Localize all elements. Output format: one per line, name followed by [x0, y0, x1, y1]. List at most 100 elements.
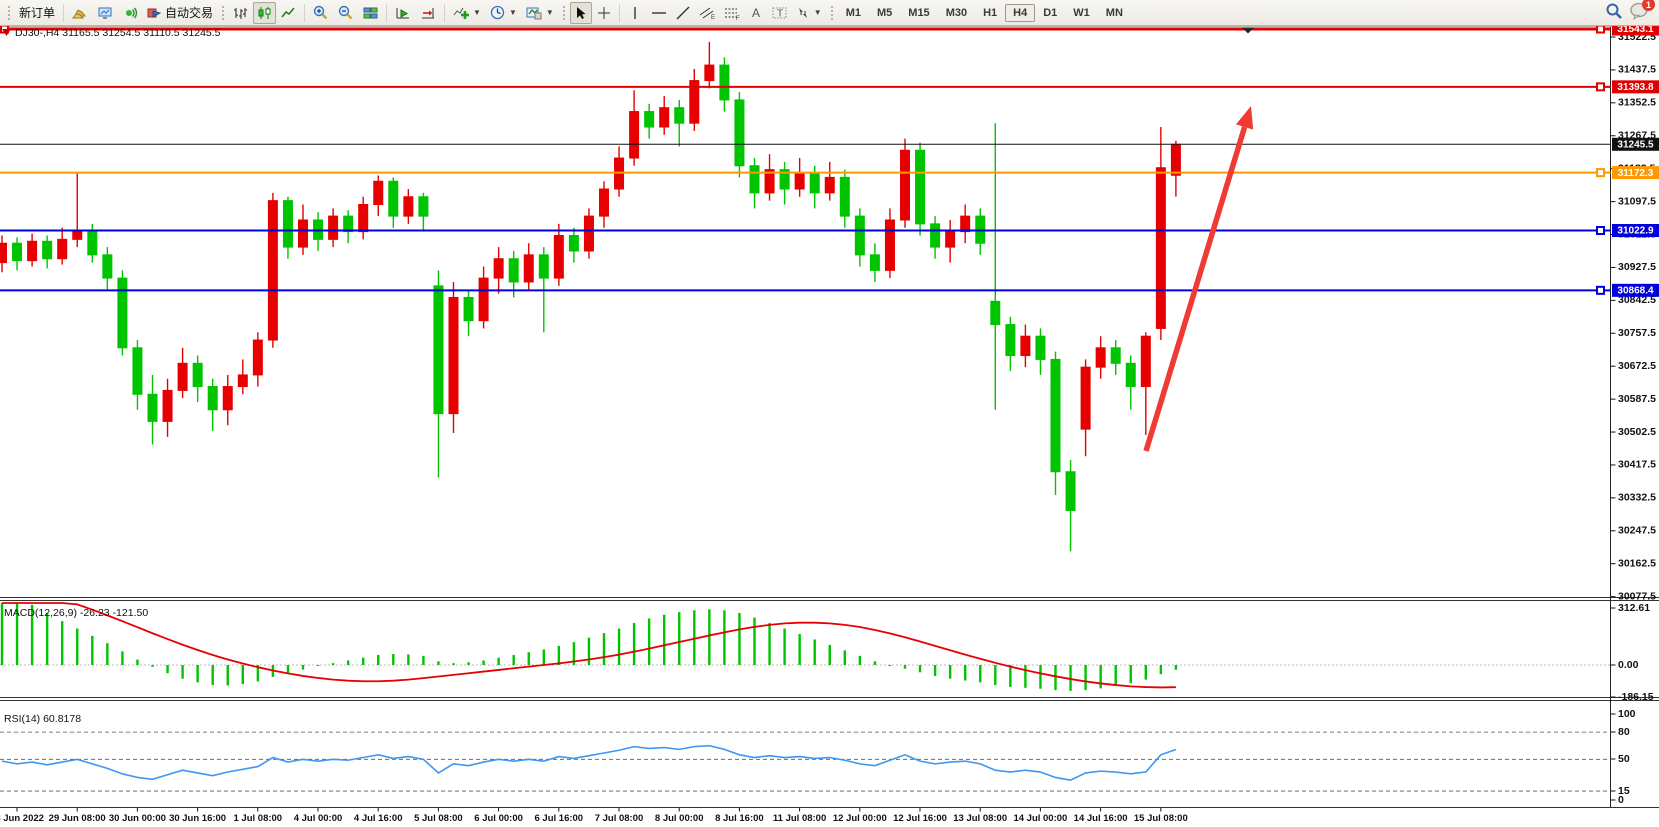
horizontal-lines[interactable] [0, 26, 1611, 295]
line-handle[interactable] [1596, 168, 1605, 178]
svg-text:30 Jun 16:00: 30 Jun 16:00 [169, 813, 226, 824]
timeframe-MN[interactable]: MN [1105, 6, 1123, 19]
tile-windows-button[interactable] [359, 2, 382, 24]
svg-text:4 Jul 00:00: 4 Jul 00:00 [294, 813, 343, 824]
line-handle[interactable] [1596, 225, 1605, 235]
svg-text:6 Jul 16:00: 6 Jul 16:00 [535, 813, 584, 824]
timeframe-W1[interactable]: W1 [1073, 6, 1090, 19]
auto-trading-label: 自动交易 [165, 6, 214, 20]
svg-text:A: A [752, 6, 760, 20]
svg-text:28 Jun 2022: 28 Jun 2022 [0, 813, 44, 824]
market-watch-button[interactable] [68, 2, 92, 24]
zoom-in-icon [313, 5, 329, 20]
line-handle[interactable] [1596, 82, 1605, 92]
toolbar-grip[interactable] [221, 4, 226, 21]
line-chart-mode-button[interactable] [277, 2, 300, 24]
notification-badge: 1 [1642, 0, 1655, 11]
svg-text:12 Jul 16:00: 12 Jul 16:00 [893, 813, 947, 824]
svg-text:11 Jul 08:00: 11 Jul 08:00 [773, 813, 826, 824]
auto-trading-button[interactable]: 自动交易 [143, 2, 217, 24]
svg-text:13 Jul 08:00: 13 Jul 08:00 [953, 813, 1007, 824]
trend-annotation-arrow[interactable] [1143, 106, 1254, 452]
svg-text:31543.1: 31543.1 [1617, 26, 1654, 35]
svg-text:30868.4: 30868.4 [1617, 285, 1654, 296]
arrows-icon [796, 6, 810, 20]
vertical-line-icon [629, 6, 641, 20]
toolbar-grip[interactable] [7, 4, 11, 21]
line-handle[interactable] [1596, 285, 1605, 295]
bar-chart-mode-button[interactable] [229, 2, 252, 24]
timeframe-M5[interactable]: M5 [877, 6, 893, 19]
macd-pane: 312.61 0.00 -186.15 MACD(12,26,9) -26.23 -1… [0, 602, 1654, 703]
svg-text:31393.8: 31393.8 [1617, 82, 1654, 93]
news-signal-button[interactable] [118, 2, 142, 24]
text-label-tool-button[interactable]: T [768, 2, 791, 24]
notifications-chat-icon[interactable]: 1 [1629, 0, 1655, 23]
timeframe-M30[interactable]: M30 [945, 6, 968, 19]
timeframe-H4[interactable]: H4 [1005, 3, 1036, 22]
svg-text:50: 50 [1618, 753, 1630, 765]
zoom-in-button[interactable] [309, 2, 333, 24]
text-a-icon: A [749, 6, 762, 20]
templates-button[interactable]: ▼ [522, 2, 558, 24]
timeframe-H1[interactable]: H1 [983, 6, 998, 19]
pane-frame [0, 26, 1659, 808]
svg-text:30 Jun 00:00: 30 Jun 00:00 [109, 813, 166, 824]
svg-text:6 Jul 00:00: 6 Jul 00:00 [474, 813, 523, 824]
line-handle[interactable] [1596, 26, 1605, 34]
horizontal-line-tool-button[interactable] [647, 2, 671, 24]
terminal-window-button[interactable] [93, 2, 117, 24]
svg-text:31352.5: 31352.5 [1618, 97, 1656, 109]
timeframe-M15[interactable]: M15 [908, 6, 930, 19]
vertical-line-tool-button[interactable] [624, 2, 646, 24]
svg-text:4 Jul 16:00: 4 Jul 16:00 [354, 813, 403, 824]
timeframe-M1[interactable]: M1 [845, 6, 861, 19]
svg-text:E: E [711, 15, 715, 20]
fibonacci-icon: F [724, 6, 740, 20]
svg-text:30757.5: 30757.5 [1618, 327, 1656, 339]
indicators-button[interactable]: ▼ [449, 2, 485, 24]
auto-scroll-button[interactable] [391, 2, 415, 24]
search-icon[interactable] [1605, 2, 1623, 23]
chart-shift-button[interactable] [416, 2, 440, 24]
text-tool-button[interactable]: A [745, 2, 767, 24]
chart-shift-marker[interactable] [1242, 27, 1254, 34]
candlestick-icon [257, 6, 272, 20]
fibonacci-tool-button[interactable]: F [720, 2, 744, 24]
zoom-out-button[interactable] [334, 2, 358, 24]
svg-text:29 Jun 08:00: 29 Jun 08:00 [49, 813, 106, 824]
timeframe-D1[interactable]: D1 [1043, 6, 1058, 19]
text-label-icon: T [772, 6, 787, 20]
svg-text:15 Jul 08:00: 15 Jul 08:00 [1134, 813, 1188, 824]
rsi-label: RSI(14) 60.8178 [4, 713, 81, 725]
toolbar-grip[interactable] [829, 4, 834, 21]
gold-ingot-icon [72, 6, 88, 20]
equidistant-channel-tool-button[interactable]: E [695, 2, 719, 24]
cursor-icon [575, 6, 587, 20]
crosshair-tool-button[interactable] [593, 2, 615, 24]
svg-text:80: 80 [1618, 726, 1630, 738]
chart-canvas[interactable]: 31522.531437.531352.531267.531182.531097… [0, 26, 1659, 827]
new-order-button[interactable]: 新订单 [15, 2, 59, 24]
dropdown-caret-icon: ▼ [545, 8, 554, 17]
svg-text:31437.5: 31437.5 [1618, 64, 1656, 76]
auto-scroll-icon [395, 6, 411, 20]
line-chart-icon [281, 6, 296, 20]
auto-trading-icon [147, 6, 162, 20]
price-tag [1612, 166, 1659, 180]
price-tag [1612, 26, 1659, 36]
chart-area[interactable]: 31522.531437.531352.531267.531182.531097… [0, 26, 1659, 827]
periods-button[interactable]: ▼ [486, 2, 521, 24]
dropdown-caret-icon: ▼ [508, 8, 517, 17]
svg-text:8 Jul 00:00: 8 Jul 00:00 [655, 813, 704, 824]
candlestick-mode-button[interactable] [253, 1, 277, 24]
trendline-icon [676, 6, 690, 20]
ohlc-bars-icon [233, 6, 248, 20]
toolbar-grip[interactable] [561, 4, 566, 21]
svg-text:1 Jul 08:00: 1 Jul 08:00 [234, 813, 283, 824]
svg-text:0.00: 0.00 [1618, 659, 1639, 671]
arrows-tool-button[interactable]: ▼ [792, 2, 826, 24]
cursor-tool-button[interactable] [569, 1, 592, 24]
trendline-tool-button[interactable] [672, 2, 694, 24]
